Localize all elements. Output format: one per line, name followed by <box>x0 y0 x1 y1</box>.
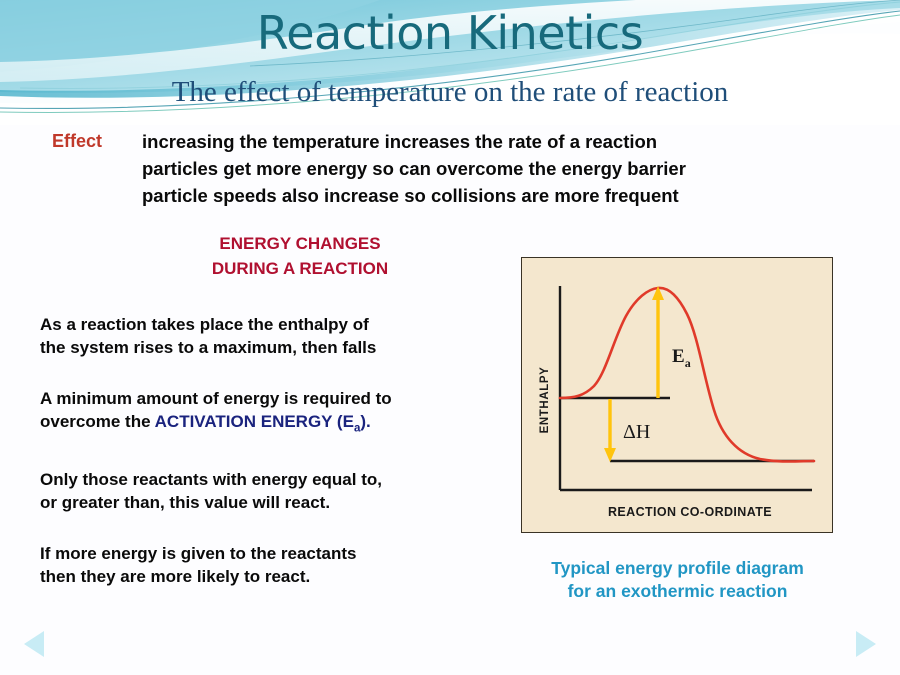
effect-text: increasing the temperature increases the… <box>142 128 686 209</box>
header-decoration-band <box>0 0 900 125</box>
effect-label: Effect <box>52 131 103 151</box>
energy-heading-line-1: ENERGY CHANGES <box>219 234 381 253</box>
header-accent-line-4 <box>249 0 900 67</box>
paragraph-more-energy: If more energy is given to the reactants… <box>40 542 500 588</box>
header-wave-teal-left <box>0 0 380 72</box>
paragraph-more-energy-line-2: then they are more likely to react. <box>40 567 311 587</box>
paragraph-more-energy-line-1: If more energy is given to the reactants <box>40 544 357 564</box>
energy-heading-line-2: DURING A REACTION <box>211 259 389 278</box>
page-subtitle: The effect of temperature on the rate of… <box>171 76 729 108</box>
header-wave-white-lower <box>0 10 900 125</box>
header-wave-teal-band <box>0 8 900 104</box>
paragraph-enthalpy-rises-line-1: As a reaction takes place the enthalpy o… <box>40 315 369 334</box>
diagram-caption-line-2: for an exothermic reaction <box>567 581 788 601</box>
effect-line-3: particle speeds also increase so collisi… <box>142 185 679 206</box>
diagram-activation-energy-label: Ea <box>672 346 691 370</box>
paragraph-reactants-react-line-1: Only those reactants with energy equal t… <box>40 470 382 490</box>
paragraph-activation-energy-line-2: overcome the ACTIVATION ENERGY (Ea). <box>40 410 500 440</box>
activation-prefix: overcome the <box>40 412 155 431</box>
paragraph-enthalpy-rises-line-2: the system rises to a maximum, then fall… <box>40 338 377 357</box>
diagram-y-axis-label: ENTHALPY <box>539 367 551 434</box>
activation-energy-term: ACTIVATION ENERGY (Ea). <box>154 412 371 435</box>
paragraph-reactants-react: Only those reactants with energy equal t… <box>40 468 500 514</box>
header-accent-line-3 <box>19 1 900 89</box>
diagram-enthalpy-curve <box>558 286 816 463</box>
page-title: Reaction Kinetics <box>256 6 644 60</box>
next-slide-arrow-icon[interactable] <box>856 631 876 657</box>
activation-energy-text: ACTIVATION ENERGY (E <box>154 412 354 431</box>
diagram-caption-line-1: Typical energy profile diagram <box>551 558 804 578</box>
header-accent-line-1 <box>0 10 900 110</box>
diagram-caption: Typical energy profile diagram for an ex… <box>500 557 855 603</box>
activation-suffix: ). <box>360 412 371 431</box>
previous-slide-arrow-icon[interactable] <box>24 631 44 657</box>
activation-energy-subscript: a <box>353 422 361 435</box>
paragraph-reactants-react-line-2: or greater than, this value will react. <box>40 493 331 513</box>
energy-changes-heading: ENERGY CHANGES DURING A REACTION <box>130 231 470 281</box>
diagram-enthalpy-change-arrow-head <box>604 448 616 462</box>
header-wave-white-sweep <box>0 0 900 82</box>
paragraph-activation-energy-line-1: A minimum amount of energy is required t… <box>40 389 392 408</box>
diagram-activation-energy-arrow-head <box>652 286 664 300</box>
effect-line-2: particles get more energy so can overcom… <box>142 158 686 179</box>
diagram-x-axis-label: REACTION CO-ORDINATE <box>608 505 772 519</box>
diagram-enthalpy-change-label: ΔH <box>623 421 650 443</box>
header-accent-line-2 <box>0 14 900 113</box>
paragraph-activation-energy: A minimum amount of energy is required t… <box>40 387 500 440</box>
effect-line-1: increasing the temperature increases the… <box>142 131 658 152</box>
energy-profile-diagram: Ea ΔH ENTHALPY REACTION CO-ORDINATE <box>521 257 833 533</box>
body-text-column: As a reaction takes place the enthalpy o… <box>40 313 500 588</box>
diagram-activation-energy-subscript: a <box>685 356 691 370</box>
paragraph-enthalpy-rises: As a reaction takes place the enthalpy o… <box>40 313 500 359</box>
